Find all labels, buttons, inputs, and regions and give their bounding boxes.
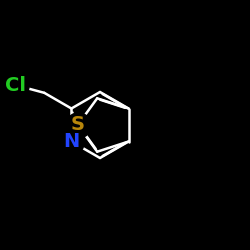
Text: Cl: Cl (5, 76, 26, 95)
Text: N: N (63, 132, 80, 151)
Text: S: S (71, 116, 85, 134)
